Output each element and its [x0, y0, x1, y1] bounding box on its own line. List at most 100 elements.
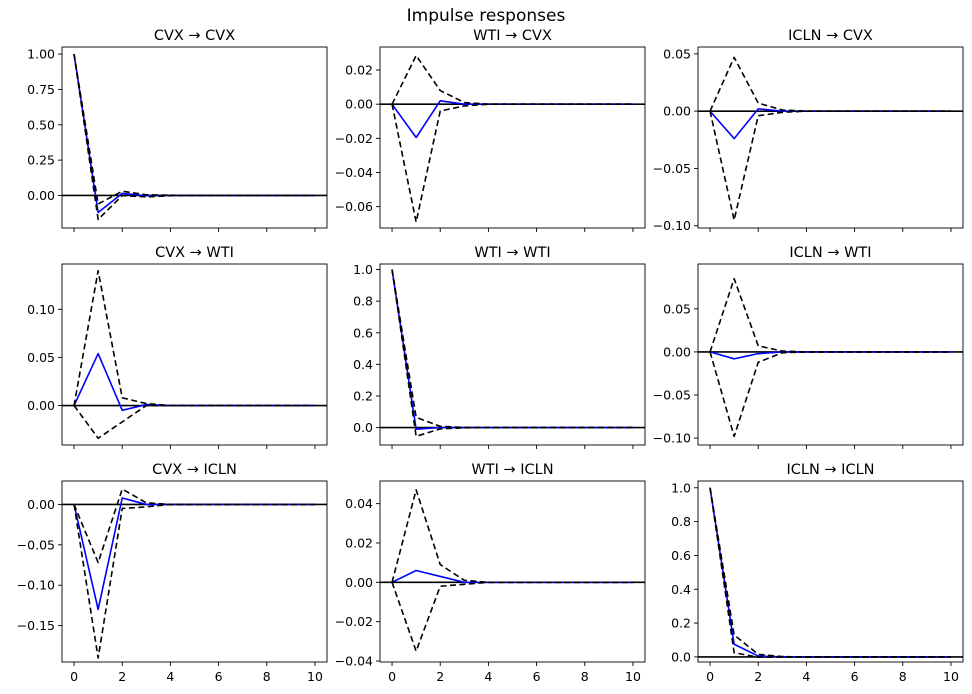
axes-frame [379, 480, 646, 663]
y-tick-label: −0.10 [653, 218, 691, 233]
lower-bound-line [391, 581, 633, 652]
subplot-title: ICLN → ICLN [786, 462, 874, 478]
response-line [73, 53, 315, 214]
y-tick-label: −0.05 [17, 537, 55, 552]
x-tick-label: 10 [943, 669, 959, 684]
upper-bound-line [391, 489, 633, 584]
lower-bound-line [391, 103, 633, 223]
y-tick-label: 0.00 [345, 575, 373, 590]
y-tick-label: −0.10 [653, 431, 691, 446]
y-tick-label: −0.15 [17, 618, 55, 633]
axes-frame [61, 263, 328, 446]
subplot-title: ICLN → CVX [788, 28, 873, 44]
y-tick-label: 1.0 [353, 262, 373, 277]
y-tick-label: 0.2 [671, 616, 691, 631]
figure-title: Impulse responses [406, 6, 566, 26]
y-tick-label: 0.0 [353, 420, 373, 435]
y-tick-label: 0.8 [671, 514, 691, 529]
lower-bound-line [73, 53, 315, 221]
x-tick-label: 8 [263, 669, 271, 684]
y-tick-label: 1.00 [27, 47, 55, 62]
y-tick-label: −0.10 [17, 578, 55, 593]
subplot-title: WTI → WTI [474, 245, 550, 261]
y-tick-label: 0.02 [345, 535, 373, 550]
axes-frame [61, 480, 328, 663]
y-tick-label: −0.05 [653, 388, 691, 403]
y-tick-label: 0.6 [671, 548, 691, 563]
x-tick-label: 4 [166, 669, 174, 684]
lower-bound-line [391, 269, 633, 438]
y-tick-label: 0.50 [27, 117, 55, 132]
y-tick-label: 0.05 [663, 301, 691, 316]
lower-bound-line [709, 487, 951, 659]
y-tick-label: 0.00 [663, 344, 691, 359]
lower-bound-line [709, 351, 951, 438]
response-line [391, 269, 633, 430]
subplot-title: CVX → WTI [155, 245, 234, 261]
x-tick-label: 0 [388, 669, 396, 684]
y-tick-label: 0.00 [27, 398, 55, 413]
y-tick-label: −0.04 [335, 165, 373, 180]
y-tick-label: 0.10 [27, 302, 55, 317]
axes-frame [61, 46, 328, 229]
y-tick-label: −0.02 [335, 614, 373, 629]
upper-bound-line [709, 487, 951, 658]
y-tick-label: 0.00 [27, 497, 55, 512]
lower-bound-line [73, 404, 315, 440]
lower-bound-line [709, 110, 951, 221]
response-line [391, 569, 633, 584]
y-tick-label: 0.4 [353, 357, 373, 372]
response-line [73, 352, 315, 412]
subplot-title: CVX → CVX [154, 28, 235, 44]
upper-bound-line [73, 269, 315, 407]
axes-frame [379, 46, 646, 229]
axes-frame [379, 263, 646, 446]
x-tick-label: 8 [581, 669, 589, 684]
y-tick-label: 1.0 [671, 480, 691, 495]
upper-bound-line [391, 54, 633, 105]
axes-frame [697, 46, 964, 229]
x-tick-label: 10 [307, 669, 323, 684]
x-tick-label: 0 [706, 669, 714, 684]
subplot-title: CVX → ICLN [152, 462, 237, 478]
x-tick-label: 6 [851, 669, 859, 684]
response-line [391, 99, 633, 139]
y-tick-label: 0.02 [345, 63, 373, 78]
upper-bound-line [391, 269, 633, 429]
upper-bound-line [709, 56, 951, 112]
x-tick-label: 10 [625, 669, 641, 684]
upper-bound-line [709, 277, 951, 353]
upper-bound-line [73, 53, 315, 205]
y-tick-label: −0.06 [335, 199, 373, 214]
x-tick-label: 2 [118, 669, 126, 684]
subplot-title: WTI → ICLN [471, 462, 553, 478]
x-tick-label: 8 [899, 669, 907, 684]
subplot-title: WTI → CVX [473, 28, 552, 44]
y-tick-label: −0.05 [653, 161, 691, 176]
y-tick-label: 0.00 [663, 104, 691, 119]
y-tick-label: −0.04 [335, 654, 373, 669]
y-tick-label: 0.75 [27, 82, 55, 97]
lower-bound-line [73, 503, 315, 659]
x-tick-label: 6 [533, 669, 541, 684]
x-tick-label: 6 [215, 669, 223, 684]
y-tick-label: 0.2 [353, 388, 373, 403]
x-tick-label: 2 [436, 669, 444, 684]
x-tick-label: 4 [802, 669, 810, 684]
y-tick-label: 0.6 [353, 325, 373, 340]
axes-frame [697, 480, 964, 663]
y-tick-label: 0.00 [27, 188, 55, 203]
axes-frame [697, 263, 964, 446]
y-tick-label: 0.04 [345, 496, 373, 511]
response-line [709, 108, 951, 140]
response-line [709, 351, 951, 360]
x-tick-label: 0 [70, 669, 78, 684]
x-tick-label: 2 [754, 669, 762, 684]
y-tick-label: 0.4 [671, 582, 691, 597]
subplot-title: ICLN → WTI [789, 245, 871, 261]
y-tick-label: 0.05 [663, 46, 691, 61]
y-tick-label: 0.0 [671, 649, 691, 664]
y-tick-label: −0.02 [335, 131, 373, 146]
x-tick-label: 4 [484, 669, 492, 684]
